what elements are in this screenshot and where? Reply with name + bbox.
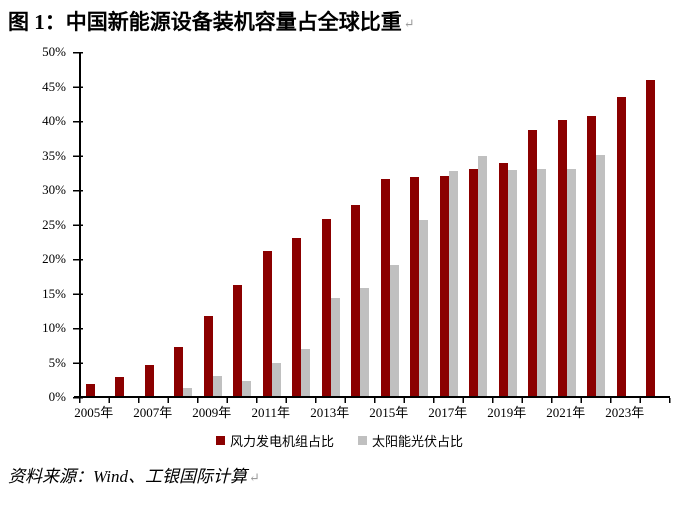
bar-solar-2022 [596, 154, 605, 397]
figure-title-text: 图 1：中国新能源设备装机容量占全球比重 [8, 10, 402, 34]
wind-series-swatch-icon [215, 436, 225, 445]
bar-solar-2012 [301, 349, 310, 397]
bar-wind-2020 [528, 129, 537, 397]
x-tick-label: 2005年 [74, 405, 114, 420]
bar-solar-2009 [212, 376, 222, 397]
bar-solar-2014 [360, 287, 369, 397]
source-note: 资料来源：Wind、工银国际计算 ↵ [8, 462, 260, 487]
bar-wind-2005 [85, 383, 95, 397]
bar-wind-2014 [351, 204, 360, 397]
bar-solar-2010 [242, 381, 251, 397]
bar-wind-2008 [174, 347, 183, 397]
x-axis-line [74, 396, 670, 398]
bar-wind-2024 [646, 80, 655, 397]
legend-item-wind: 风力发电机组占比 [215, 431, 334, 450]
legend-item-solar: 太阳能光伏占比 [358, 431, 463, 450]
y-tick-label: 50% [42, 44, 66, 59]
bar-solar-2020 [537, 168, 546, 397]
bar-solar-2017 [448, 170, 458, 397]
x-tick-label: 2019年 [487, 405, 527, 420]
y-tick-label: 20% [42, 251, 66, 266]
bar-solar-2013 [330, 297, 340, 397]
bar-solar-2016 [419, 220, 428, 397]
chart-legend: 风力发电机组占比 太阳能光伏占比 [0, 431, 679, 450]
solar-series-label: 太阳能光伏占比 [372, 434, 464, 449]
bar-wind-2013 [321, 218, 331, 397]
bar-wind-2021 [557, 120, 567, 397]
bar-wind-2010 [233, 284, 242, 397]
y-tick-label: 40% [42, 113, 66, 128]
bar-solar-2008 [183, 388, 192, 397]
y-tick-label: 15% [42, 285, 66, 301]
bar-solar-2011 [271, 363, 281, 397]
y-tick-label: 0% [48, 389, 66, 404]
y-tick-label: 30% [42, 182, 66, 197]
bar-wind-2012 [292, 237, 301, 397]
bar-wind-2006 [115, 377, 124, 397]
bar-wind-2023 [616, 96, 626, 397]
x-tick-label: 2015年 [369, 405, 409, 420]
bar-wind-2011 [262, 250, 272, 397]
x-tick-label: 2011年 [251, 405, 291, 420]
bar-wind-2019 [498, 163, 508, 397]
bar-solar-2018 [478, 155, 487, 397]
paragraph-return-icon: ↵ [248, 470, 260, 486]
bar-wind-2022 [587, 116, 596, 397]
bar-wind-2017 [439, 175, 449, 397]
figure-title: 图 1：中国新能源设备装机容量占全球比重 ↵ [8, 6, 415, 36]
y-tick-label: 45% [42, 78, 66, 94]
y-axis-line [79, 52, 81, 397]
bar-wind-2009 [203, 315, 213, 397]
wind-series-label: 风力发电机组占比 [229, 434, 334, 449]
source-text: 资料来源：Wind、工银国际计算 [8, 467, 247, 486]
y-axis-ticks [73, 52, 83, 399]
bar-wind-2018 [469, 169, 478, 397]
x-tick-label: 2017年 [428, 405, 468, 420]
bars-area [79, 52, 671, 397]
x-tick-label: 2023年 [605, 405, 645, 420]
bar-solar-2015 [389, 265, 399, 397]
y-tick-label: 5% [48, 354, 66, 370]
bar-wind-2015 [380, 178, 390, 397]
bar-wind-2007 [144, 365, 154, 397]
x-tick-label: 2007年 [133, 405, 173, 420]
y-tick-label: 25% [42, 216, 66, 232]
x-tick-label: 2009年 [192, 405, 232, 420]
x-axis-ticks [79, 398, 671, 403]
y-tick-label: 35% [42, 147, 66, 163]
x-tick-label: 2013年 [310, 405, 350, 420]
bar-wind-2016 [410, 176, 419, 397]
y-tick-label: 10% [42, 320, 66, 335]
bar-solar-2019 [507, 170, 517, 397]
bar-solar-2021 [566, 169, 576, 397]
x-tick-label: 2021年 [546, 405, 586, 420]
solar-series-swatch-icon [358, 436, 367, 445]
paragraph-return-icon: ↵ [403, 16, 415, 32]
